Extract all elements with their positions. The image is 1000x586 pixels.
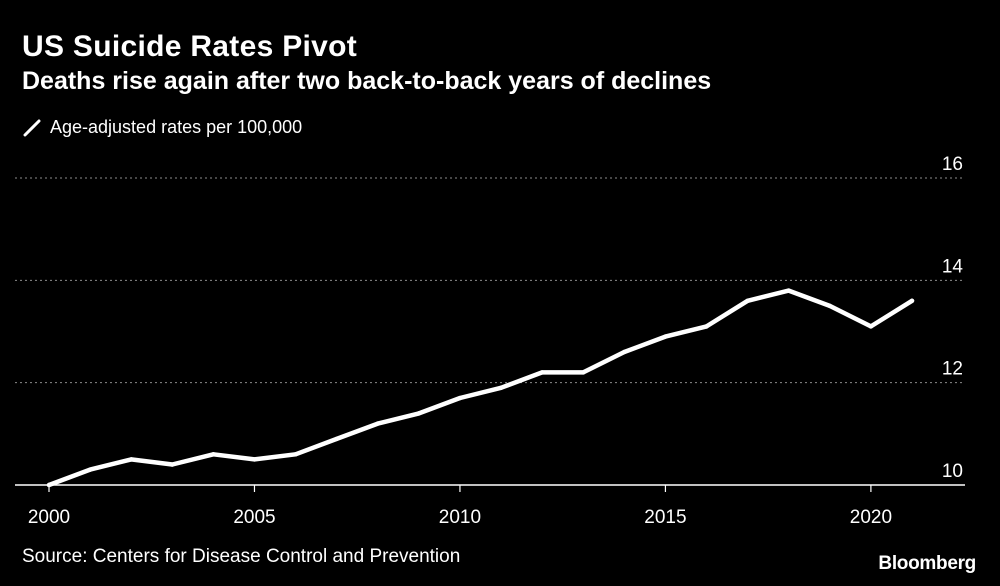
data-point-2007 [334, 436, 339, 442]
source-note: Source: Centers for Disease Control and … [22, 546, 461, 567]
data-point-2017 [745, 298, 750, 303]
y-tick-label-14: 14 [942, 256, 964, 277]
data-point-2003 [170, 462, 175, 467]
data-point-2020 [868, 324, 874, 329]
data-point-2009 [416, 411, 422, 416]
data-point-2001 [87, 467, 93, 472]
data-point-2005 [252, 457, 257, 462]
x-tick-label-2020: 2020 [850, 507, 892, 528]
data-point-2000 [46, 482, 52, 488]
data-point-2018 [786, 288, 791, 293]
x-tick-label-2010: 2010 [439, 507, 481, 528]
data-point-2013 [581, 370, 586, 375]
data-point-2012 [539, 370, 545, 375]
data-point-2006 [293, 452, 298, 457]
series-line-0 [46, 288, 915, 488]
data-point-2004 [211, 452, 216, 457]
y-tick-label-12: 12 [942, 359, 963, 380]
legend-label: Age-adjusted rates per 100,000 [50, 117, 303, 137]
data-point-2021 [909, 298, 915, 303]
data-point-2019 [827, 303, 833, 309]
data-point-2014 [622, 349, 627, 355]
legend: Age-adjusted rates per 100,000 [22, 117, 302, 138]
chart-subtitle: Deaths rise again after two back-to-back… [22, 67, 712, 95]
y-tick-label-10: 10 [942, 461, 963, 482]
data-point-2002 [128, 457, 134, 462]
chart-title: US Suicide Rates Pivot [22, 30, 358, 63]
data-point-2011 [498, 385, 504, 390]
legend-line-icon [23, 119, 41, 136]
bloomberg-logo: Bloomberg [878, 553, 976, 574]
y-tick-label-16: 16 [942, 154, 963, 175]
data-point-2010 [457, 395, 463, 401]
x-tick-label-2005: 2005 [233, 507, 275, 528]
x-tick-label-2015: 2015 [644, 507, 686, 528]
x-tick-label-2000: 2000 [28, 507, 70, 528]
data-point-2015 [663, 334, 668, 339]
data-point-2008 [375, 421, 380, 426]
data-point-2016 [704, 324, 709, 329]
